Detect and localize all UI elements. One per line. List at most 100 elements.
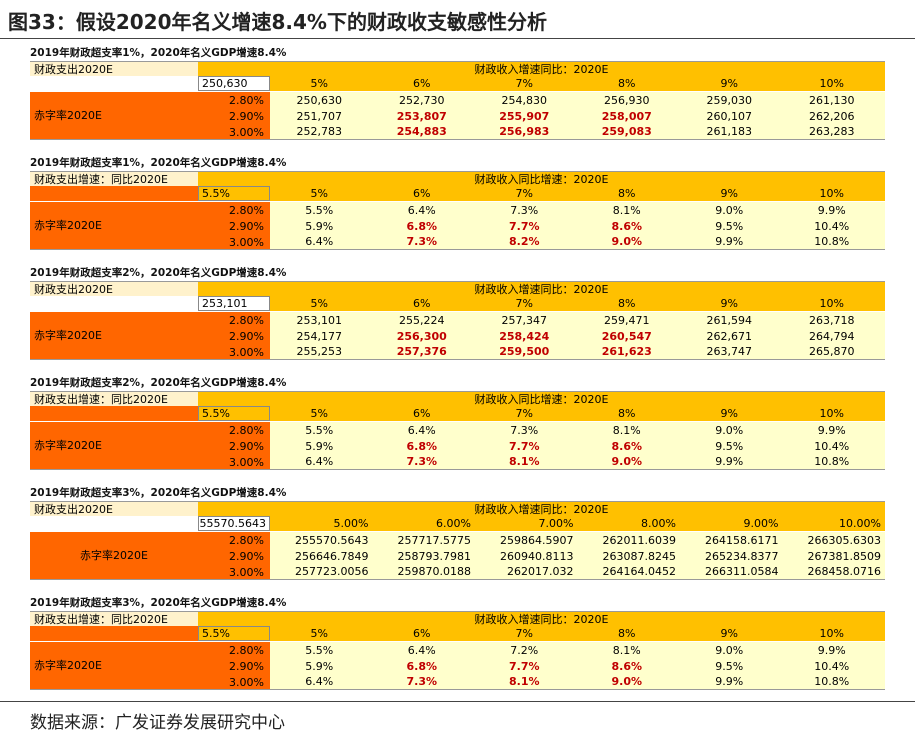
column-header: 6% [372, 296, 475, 311]
table-cell: 7.7% [475, 218, 578, 234]
column-group-header: 财政收入增速同比：2020E [198, 611, 885, 626]
table-cell: 6.4% [372, 422, 475, 438]
table-cell: 9.0% [680, 642, 783, 658]
table-cell: 9.9% [680, 234, 783, 250]
column-header: 5% [270, 296, 373, 311]
corner-blank [30, 406, 198, 421]
table-cell: 258793.7981 [372, 548, 475, 564]
row-label: 财政支出增速：同比2020E [30, 611, 198, 626]
column-header: 5.00% [270, 516, 373, 531]
rate-label: 3.00% [229, 675, 264, 689]
column-group-header: 财政收入增速同比：2020E [198, 281, 885, 296]
table-cell: 6.4% [270, 454, 373, 470]
table-cell: 9.9% [680, 674, 783, 690]
corner-value: 5.5% [198, 186, 270, 201]
table-cell: 260940.8113 [475, 548, 578, 564]
corner-blank [30, 516, 198, 531]
table-cell: 253,101 [270, 312, 373, 328]
table-cell: 250,630 [270, 92, 373, 108]
table-caption: 2019年财政超支率3%，2020年名义GDP增速8.4% [30, 487, 287, 499]
column-group-header: 财政收入同比增速：2020E [198, 391, 885, 406]
table-cell: 254,830 [475, 92, 578, 108]
table-cell: 257,376 [372, 344, 475, 360]
table-cell: 10.4% [782, 218, 885, 234]
table-cell: 9.5% [680, 218, 783, 234]
table-cell: 255570.5643 [270, 532, 373, 548]
table-cell: 265234.8377 [680, 548, 783, 564]
table-cell: 6.8% [372, 438, 475, 454]
table-cell: 260,547 [577, 328, 680, 344]
row-label: 财政支出2020E [30, 61, 198, 76]
rate-label: 3.00% [229, 565, 264, 579]
table-cell: 261,623 [577, 344, 680, 360]
table-cell: 252,730 [372, 92, 475, 108]
table-cell: 263,718 [782, 312, 885, 328]
column-group-header: 财政收入增速同比：2020E [198, 61, 885, 76]
table-cell: 264158.6171 [680, 532, 783, 548]
table-cell: 266311.0584 [680, 564, 783, 580]
rate-label: 2.90% [229, 659, 264, 673]
rate-label: 2.90% [229, 549, 264, 563]
rate-label: 2.80% [229, 533, 264, 547]
column-header: 8% [577, 186, 680, 201]
table-cell: 5.9% [270, 438, 373, 454]
column-header: 7% [475, 186, 578, 201]
column-header: 5% [270, 626, 373, 641]
column-header: 10% [782, 626, 885, 641]
table-cell: 10.8% [782, 454, 885, 470]
table-cell: 257,347 [475, 312, 578, 328]
side-label: 赤字率2020E [30, 422, 270, 470]
table-cell: 263,283 [782, 124, 885, 140]
table-cell: 9.9% [782, 422, 885, 438]
column-header: 10% [782, 186, 885, 201]
table-cell: 9.9% [782, 202, 885, 218]
table-cell: 5.5% [270, 202, 373, 218]
table-cell: 9.0% [577, 454, 680, 470]
table-cell: 257723.0056 [270, 564, 373, 580]
corner-blank [30, 626, 198, 641]
table-cell: 259,500 [475, 344, 578, 360]
table-cell: 256646.7849 [270, 548, 373, 564]
column-header: 10% [782, 296, 885, 311]
table-cell: 262,671 [680, 328, 783, 344]
table-cell: 256,300 [372, 328, 475, 344]
source-rule [0, 701, 915, 702]
table-cell: 9.9% [680, 454, 783, 470]
table-cell: 6.4% [372, 202, 475, 218]
column-header: 7.00% [475, 516, 578, 531]
column-group-header: 财政收入同比增速：2020E [198, 171, 885, 186]
table-cell: 265,870 [782, 344, 885, 360]
rate-label: 2.90% [229, 439, 264, 453]
table-cell: 254,883 [372, 124, 475, 140]
figure-title: 图33：假设2020年名义增速8.4%下的财政收支敏感性分析 [8, 10, 547, 34]
table-cell: 6.4% [372, 642, 475, 658]
table-cell: 254,177 [270, 328, 373, 344]
table-cell: 255,224 [372, 312, 475, 328]
corner-blank [30, 186, 198, 201]
table-cell: 10.4% [782, 438, 885, 454]
table-cell: 5.9% [270, 218, 373, 234]
table-cell: 10.4% [782, 658, 885, 674]
column-header: 5% [270, 406, 373, 421]
table-cell: 259864.5907 [475, 532, 578, 548]
column-header: 9% [680, 296, 783, 311]
table-cell: 259870.0188 [372, 564, 475, 580]
side-label: 赤字率2020E [30, 532, 270, 580]
corner-value: 5.5% [198, 626, 270, 641]
column-header: 6% [372, 76, 475, 91]
table-cell: 259,083 [577, 124, 680, 140]
table-cell: 261,183 [680, 124, 783, 140]
table-cell: 252,783 [270, 124, 373, 140]
row-label: 财政支出增速：同比2020E [30, 391, 198, 406]
table-cell: 264164.0452 [577, 564, 680, 580]
column-header: 6% [372, 406, 475, 421]
table-cell: 262017.032 [475, 564, 578, 580]
table-cell: 260,107 [680, 108, 783, 124]
table-cell: 253,807 [372, 108, 475, 124]
title-rule [0, 38, 915, 39]
table-caption: 2019年财政超支率2%，2020年名义GDP增速8.4% [30, 267, 287, 279]
table-cell: 5.5% [270, 642, 373, 658]
table-cell: 258,424 [475, 328, 578, 344]
table-cell: 9.5% [680, 438, 783, 454]
